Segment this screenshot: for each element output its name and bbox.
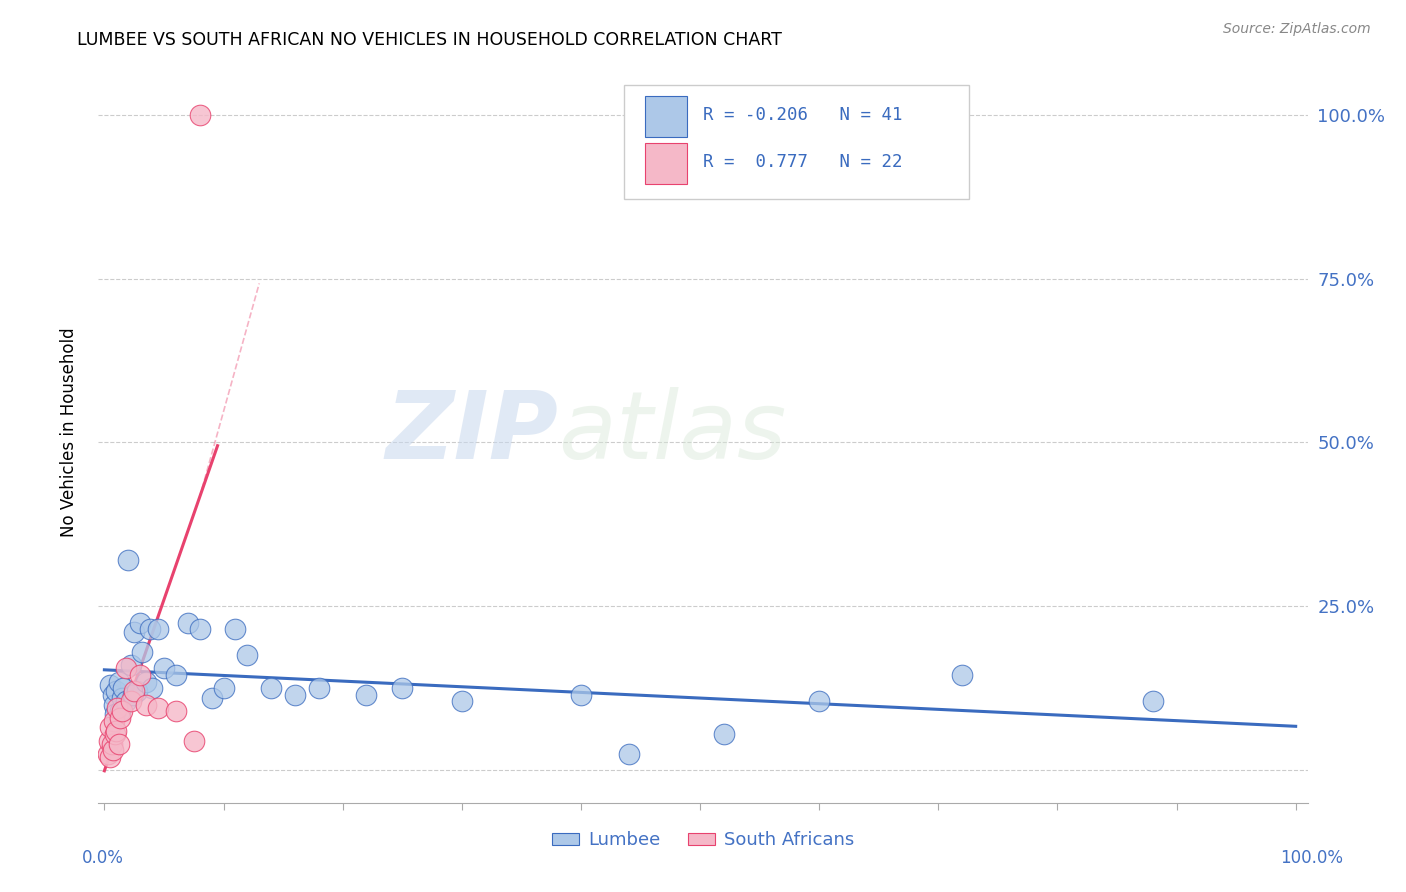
Point	[356, 688, 378, 702]
Point	[569, 688, 592, 702]
Point	[617, 747, 640, 761]
Point	[308, 681, 330, 695]
Point	[183, 733, 205, 747]
Point	[108, 704, 131, 718]
Text: R =  0.777   N = 22: R = 0.777 N = 22	[703, 153, 903, 171]
Point	[131, 645, 153, 659]
Point	[177, 615, 200, 630]
Point	[391, 681, 413, 695]
Point	[165, 668, 187, 682]
Point	[188, 622, 211, 636]
FancyBboxPatch shape	[645, 144, 688, 184]
Point	[450, 694, 472, 708]
Point	[114, 661, 136, 675]
Point	[98, 721, 121, 735]
Point	[103, 714, 125, 728]
Point	[188, 108, 211, 122]
Point	[97, 747, 120, 761]
Point	[153, 661, 176, 675]
Point	[104, 727, 127, 741]
Point	[101, 743, 124, 757]
Point	[138, 622, 160, 636]
Point	[111, 690, 134, 705]
Point	[105, 723, 128, 738]
Point	[107, 700, 129, 714]
Y-axis label: No Vehicles in Household: No Vehicles in Household	[59, 327, 77, 538]
Point	[120, 694, 142, 708]
Legend: Lumbee, South Africans: Lumbee, South Africans	[546, 824, 860, 856]
Point	[112, 681, 135, 695]
Point	[260, 681, 283, 695]
Point	[146, 700, 169, 714]
Point	[165, 704, 187, 718]
Point	[101, 688, 124, 702]
Point	[98, 750, 121, 764]
Point	[107, 674, 129, 689]
Point	[129, 615, 152, 630]
Point	[104, 707, 127, 722]
Point	[713, 727, 735, 741]
Point	[100, 737, 122, 751]
Point	[200, 690, 222, 705]
Point	[114, 694, 136, 708]
Point	[236, 648, 259, 663]
Point	[111, 704, 134, 718]
Point	[950, 668, 973, 682]
Point	[135, 674, 157, 689]
Point	[108, 711, 131, 725]
Point	[122, 684, 145, 698]
Text: R = -0.206   N = 41: R = -0.206 N = 41	[703, 106, 903, 124]
Point	[125, 684, 148, 698]
Point	[808, 694, 831, 708]
Text: 100.0%: 100.0%	[1279, 849, 1343, 867]
Point	[122, 625, 145, 640]
FancyBboxPatch shape	[645, 96, 688, 136]
Point	[129, 668, 152, 682]
Point	[98, 678, 121, 692]
Point	[98, 733, 121, 747]
FancyBboxPatch shape	[624, 85, 969, 200]
Point	[122, 688, 145, 702]
Point	[120, 658, 142, 673]
Point	[284, 688, 307, 702]
Point	[117, 553, 139, 567]
Point	[212, 681, 235, 695]
Text: Source: ZipAtlas.com: Source: ZipAtlas.com	[1223, 22, 1371, 37]
Point	[1142, 694, 1164, 708]
Point	[107, 737, 129, 751]
Point	[224, 622, 246, 636]
Point	[103, 698, 125, 712]
Text: 0.0%: 0.0%	[82, 849, 124, 867]
Point	[146, 622, 169, 636]
Text: LUMBEE VS SOUTH AFRICAN NO VEHICLES IN HOUSEHOLD CORRELATION CHART: LUMBEE VS SOUTH AFRICAN NO VEHICLES IN H…	[77, 31, 782, 49]
Point	[135, 698, 157, 712]
Point	[141, 681, 163, 695]
Text: ZIP: ZIP	[385, 386, 558, 479]
Point	[105, 684, 128, 698]
Text: atlas: atlas	[558, 387, 786, 478]
